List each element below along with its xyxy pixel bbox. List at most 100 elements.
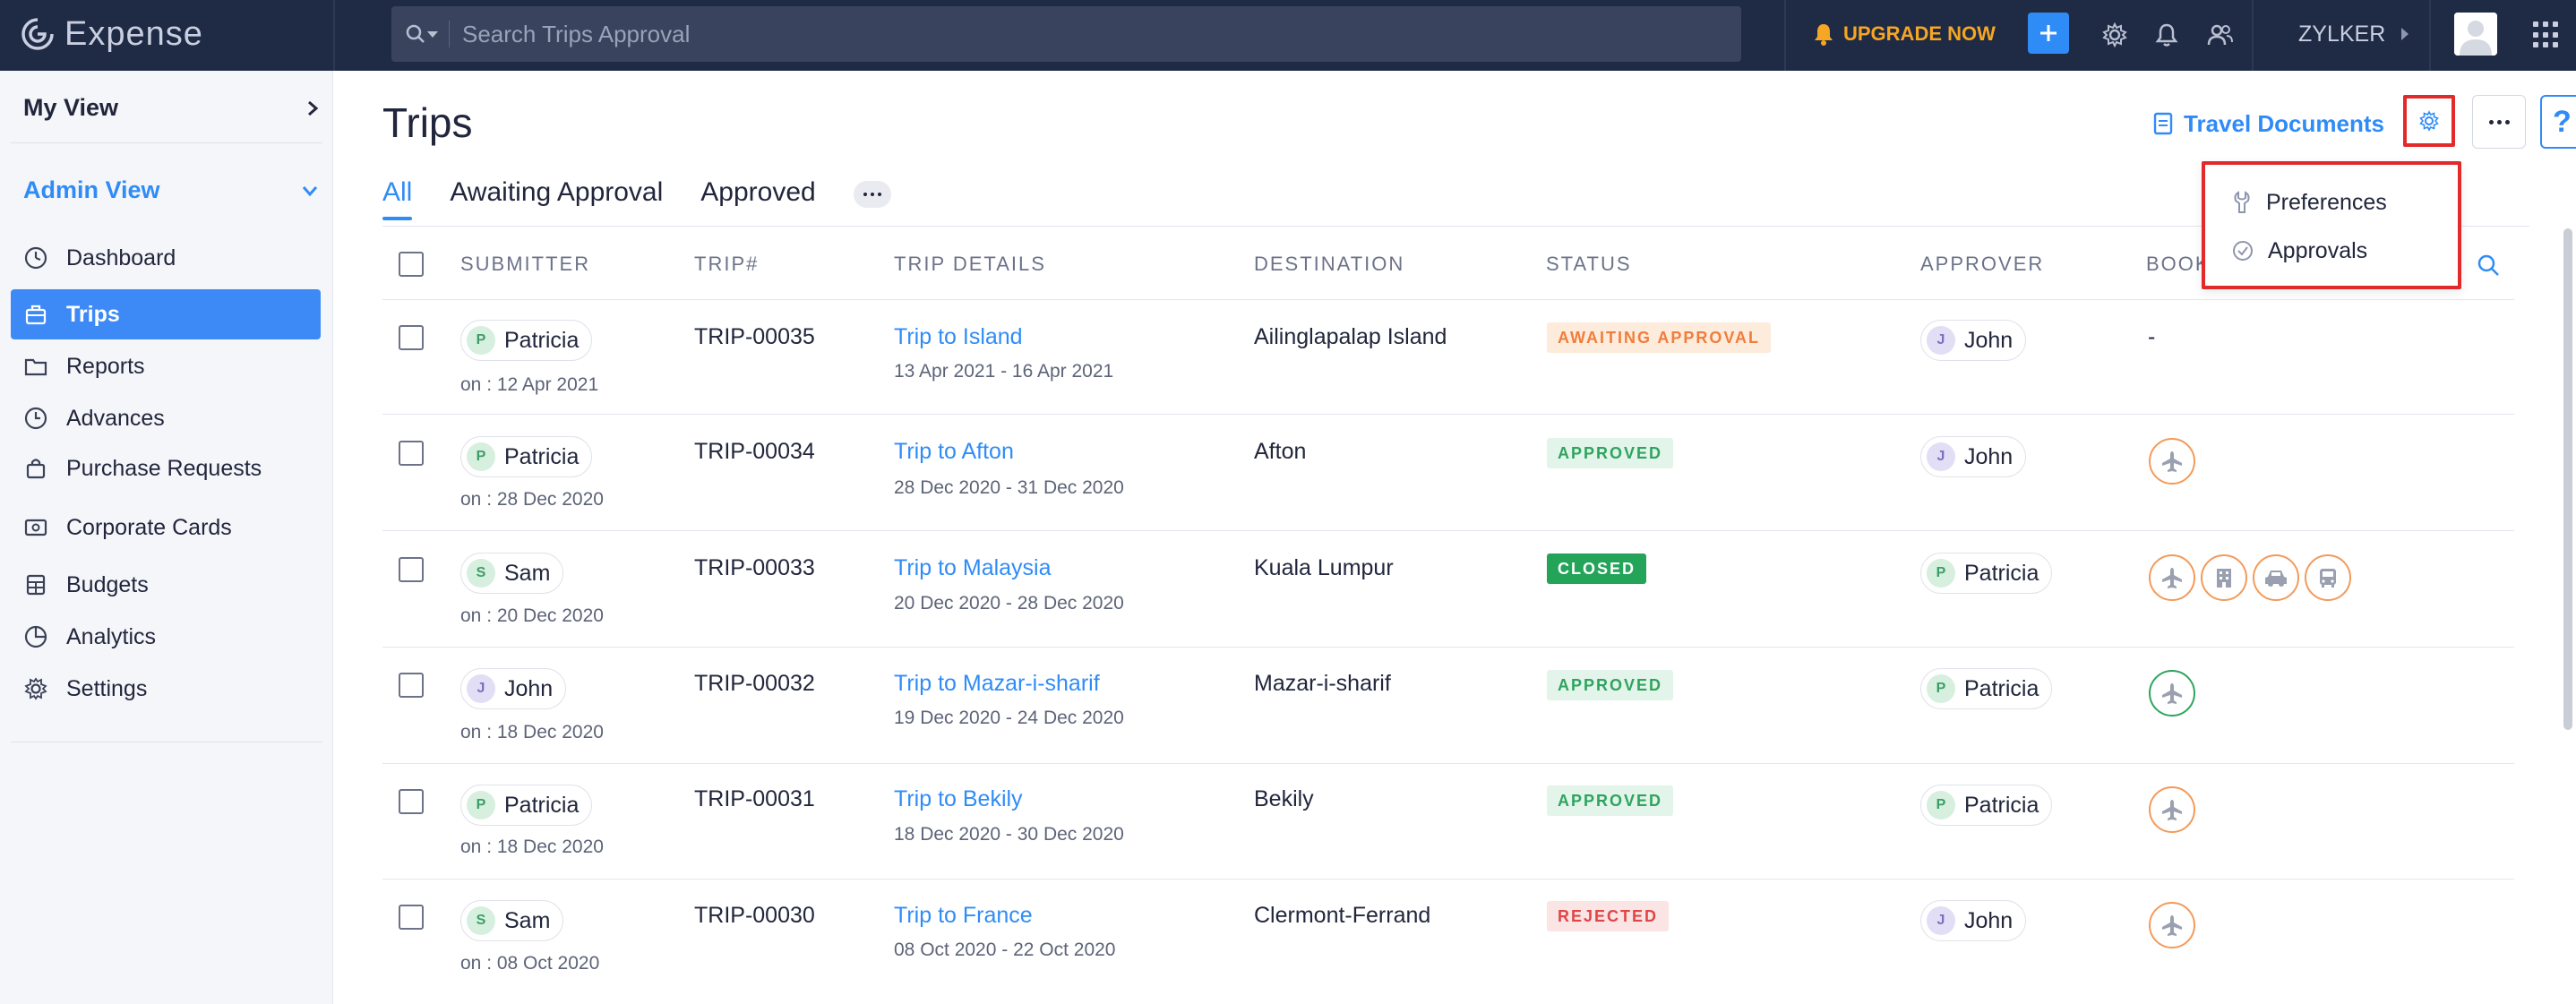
dashboard-icon (23, 245, 48, 270)
sidebar-my-view[interactable]: My View (23, 94, 319, 122)
plus-icon (2040, 25, 2057, 41)
avatar: P (1927, 559, 1955, 588)
corporate-cards-icon (23, 515, 48, 540)
status-badge: CLOSED (1547, 553, 1647, 584)
row-checkbox[interactable] (399, 673, 424, 698)
submitted-date: on : 20 Dec 2020 (460, 605, 604, 626)
row-divider (382, 647, 2514, 648)
help-button[interactable]: ? (2540, 95, 2576, 149)
sidebar-admin-view[interactable]: Admin View (23, 176, 319, 204)
menu-item-approvals[interactable]: Approvals (2232, 233, 2367, 269)
sidebar: My View Admin View Dashboard Trips Repor… (0, 71, 333, 1004)
app-logo[interactable]: Expense (20, 11, 203, 57)
reports-icon (23, 354, 48, 379)
vertical-scrollbar[interactable] (2563, 228, 2572, 730)
row-checkbox[interactable] (399, 325, 424, 350)
more-dot (877, 193, 881, 196)
trips-settings-button[interactable] (2403, 95, 2455, 147)
trip-name-link[interactable]: Trip to France (894, 903, 1033, 928)
trip-dates: 13 Apr 2021 - 16 Apr 2021 (894, 361, 1114, 382)
approver-name: Patricia (1964, 792, 2039, 818)
more-dot (2488, 119, 2494, 124)
view-tabs: All Awaiting Approval Approved (382, 177, 891, 227)
avatar: P (467, 326, 495, 355)
column-header-destination[interactable]: DESTINATION (1254, 253, 1405, 275)
document-icon (2153, 112, 2173, 135)
flight-icon[interactable] (2149, 670, 2195, 717)
quick-create-button[interactable] (2028, 13, 2069, 54)
trip-name-link[interactable]: Trip to Malaysia (894, 555, 1052, 580)
trip-name-link[interactable]: Trip to Bekily (894, 786, 1023, 811)
trip-name-link[interactable]: Trip to Island (894, 324, 1023, 349)
tab-more-button[interactable] (853, 181, 891, 208)
row-checkbox[interactable] (399, 789, 424, 814)
search-input[interactable] (462, 7, 1741, 61)
column-header-approver[interactable]: APPROVER (1920, 253, 2045, 275)
row-checkbox[interactable] (399, 557, 424, 582)
flight-icon[interactable] (2149, 554, 2195, 601)
sidebar-item-label: Analytics (66, 623, 157, 649)
sidebar-item-advances[interactable]: Advances (11, 393, 321, 443)
organization-name: ZYLKER (2298, 21, 2386, 47)
sidebar-divider (11, 142, 322, 143)
sidebar-section-label: My View (23, 94, 119, 121)
chevron-right-icon (2401, 28, 2409, 40)
settings-dropdown-menu: Preferences Approvals (2202, 161, 2461, 289)
users-button[interactable] (2203, 18, 2237, 52)
trip-name-link[interactable]: Trip to Mazar-i-sharif (894, 671, 1100, 696)
tab-approved[interactable]: Approved (700, 177, 816, 207)
organization-switcher[interactable]: ZYLKER (2298, 18, 2409, 50)
submitter-name: Sam (504, 907, 551, 933)
apps-grid-icon[interactable] (2533, 21, 2560, 48)
user-avatar[interactable] (2454, 13, 2497, 56)
row-checkbox[interactable] (399, 441, 424, 466)
submitter-chip: S Sam (460, 900, 564, 941)
bus-icon[interactable] (2305, 554, 2351, 601)
destination: Clermont-Ferrand (1254, 903, 1431, 928)
settings-button[interactable] (2098, 18, 2132, 52)
more-dot (2496, 119, 2502, 124)
sidebar-item-reports[interactable]: Reports (11, 341, 321, 391)
submitted-date: on : 18 Dec 2020 (460, 722, 604, 742)
search-scope-dropdown[interactable] (400, 6, 443, 62)
approver-chip: J John (1920, 900, 2027, 941)
car-icon[interactable] (2253, 554, 2299, 601)
flight-icon[interactable] (2149, 902, 2195, 948)
column-header-status[interactable]: STATUS (1546, 253, 1632, 275)
table-search-icon[interactable] (2476, 253, 2501, 278)
avatar: P (467, 442, 495, 471)
notifications-button[interactable] (2150, 18, 2184, 52)
column-header-submitter[interactable]: SUBMITTER (460, 253, 591, 275)
sidebar-item-purchase-requests[interactable]: Purchase Requests (11, 443, 321, 493)
tab-awaiting-approval[interactable]: Awaiting Approval (450, 177, 664, 207)
select-all-checkbox[interactable] (399, 252, 424, 277)
sidebar-item-settings[interactable]: Settings (11, 664, 321, 714)
avatar: P (1927, 674, 1955, 703)
submitted-date: on : 28 Dec 2020 (460, 489, 604, 510)
menu-item-preferences[interactable]: Preferences (2232, 184, 2387, 220)
sidebar-item-analytics[interactable]: Analytics (11, 612, 321, 662)
sidebar-item-corporate-cards[interactable]: Corporate Cards (11, 502, 321, 553)
submitted-date: on : 08 Oct 2020 (460, 953, 600, 974)
column-header-booking[interactable]: BOOK (2146, 253, 2211, 275)
column-header-trip-number[interactable]: TRIP# (694, 253, 760, 275)
status-badge: APPROVED (1547, 785, 1674, 816)
flight-icon[interactable] (2149, 438, 2195, 485)
column-header-trip-details[interactable]: TRIP DETAILS (894, 253, 1046, 275)
tab-all[interactable]: All (382, 177, 413, 220)
hotel-icon[interactable] (2201, 554, 2247, 601)
upgrade-now-link[interactable]: UPGRADE NOW (1813, 16, 1996, 52)
row-checkbox[interactable] (399, 905, 424, 930)
submitted-date: on : 18 Dec 2020 (460, 837, 604, 857)
approver-chip: J John (1920, 436, 2027, 477)
row-divider (382, 879, 2514, 880)
status-badge: APPROVED (1547, 438, 1674, 468)
settings-icon (23, 676, 48, 701)
flight-icon[interactable] (2149, 786, 2195, 833)
travel-documents-link[interactable]: Travel Documents (2153, 107, 2384, 140)
sidebar-item-trips[interactable]: Trips (11, 289, 321, 339)
sidebar-item-dashboard[interactable]: Dashboard (11, 233, 321, 283)
more-actions-button[interactable] (2472, 95, 2526, 149)
sidebar-item-budgets[interactable]: Budgets (11, 560, 321, 610)
trip-name-link[interactable]: Trip to Afton (894, 439, 1014, 464)
